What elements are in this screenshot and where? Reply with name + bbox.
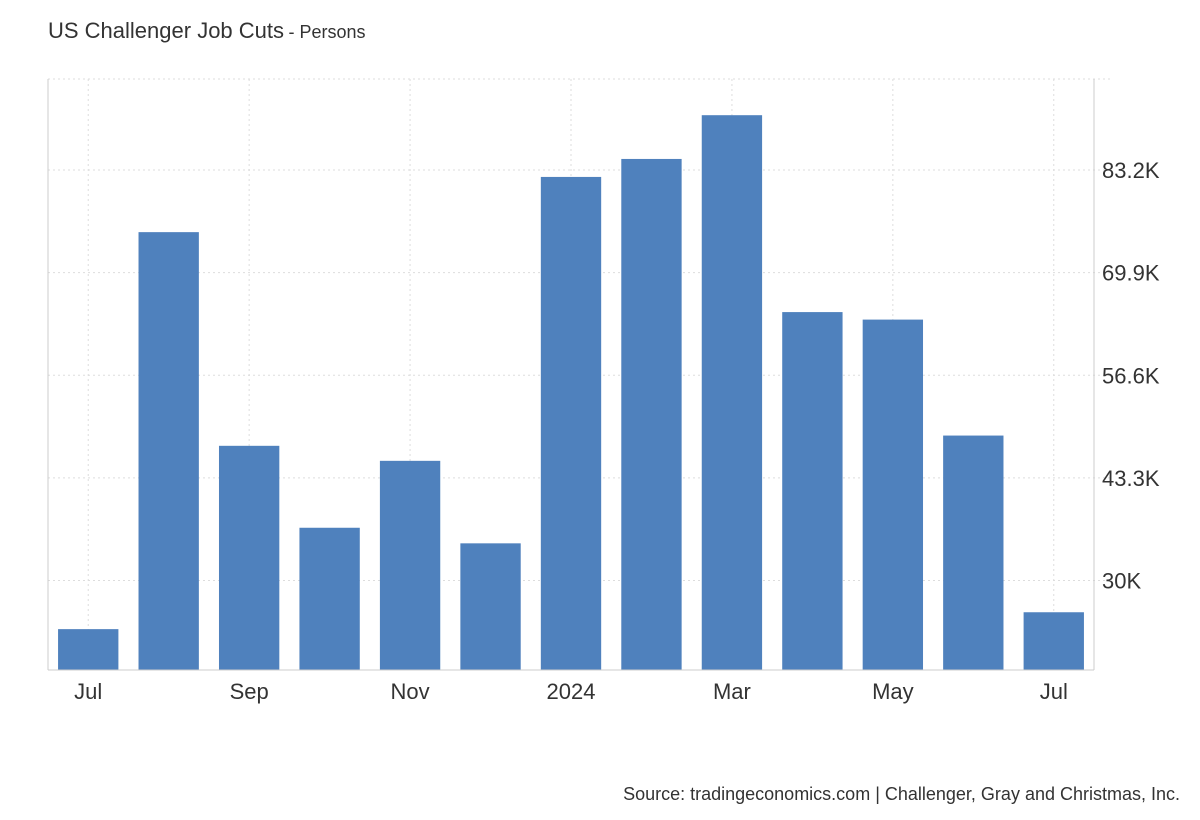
bar-aug-2023 — [138, 232, 199, 670]
x-tick-label: May — [872, 679, 914, 704]
y-tick-labels: 30K 43.3K 56.6K 69.9K 83.2K — [1102, 158, 1160, 593]
x-tick-label: Sep — [230, 679, 269, 704]
bar-jan-2024 — [540, 176, 602, 670]
bars — [58, 115, 1084, 670]
y-tick-label: 43.3K — [1102, 466, 1160, 491]
bar-feb-2024 — [621, 158, 682, 670]
y-tick-label: 83.2K — [1102, 158, 1160, 183]
bar-apr-2024 — [782, 312, 843, 670]
bar-may-2024 — [862, 319, 924, 670]
axes — [47, 79, 1095, 671]
bar-jun-2024 — [943, 435, 1004, 670]
bar-chart: 30K 43.3K 56.6K 69.9K 83.2K Jul Sep Nov 2024 Mar… — [47, 78, 1160, 704]
bar-dec-2023 — [460, 543, 521, 670]
bar-oct-2023 — [299, 527, 360, 670]
y-tick-label: 30K — [1102, 569, 1141, 594]
source-note: Source: tradingeconomics.com | Challenge… — [623, 784, 1180, 804]
bar-mar-2024 — [701, 115, 763, 670]
bar-sep-2023 — [218, 445, 280, 670]
x-tick-label: Jul — [1040, 679, 1068, 704]
bar-nov-2023 — [379, 460, 441, 670]
x-tick-label: Mar — [713, 679, 751, 704]
y-tick-label: 56.6K — [1102, 363, 1160, 388]
x-tick-labels: Jul Sep Nov 2024 Mar May Jul — [74, 679, 1068, 704]
x-tick-label: Nov — [391, 679, 430, 704]
y-tick-label: 69.9K — [1102, 261, 1160, 286]
x-tick-label: Jul — [74, 679, 102, 704]
bar-jul-2023 — [58, 629, 119, 670]
chart-title-block: US Challenger Job Cuts - Persons — [48, 18, 366, 44]
chart-title: US Challenger Job Cuts — [48, 18, 285, 43]
chart-subtitle: - Persons — [288, 22, 366, 42]
x-tick-label: 2024 — [547, 679, 596, 704]
bar-jul-2024 — [1023, 612, 1084, 670]
